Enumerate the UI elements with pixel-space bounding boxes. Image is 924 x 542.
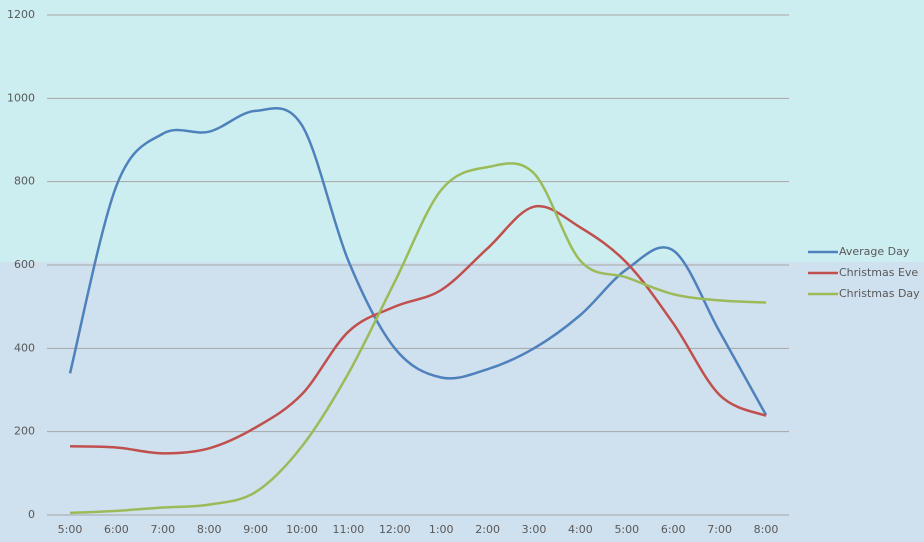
x-tick-label: 10:00 xyxy=(286,523,318,536)
y-tick-label: 1000 xyxy=(7,91,35,104)
x-tick-label: 6:00 xyxy=(104,523,129,536)
y-tick-label: 200 xyxy=(14,425,35,438)
x-tick-label: 1:00 xyxy=(429,523,454,536)
series-line xyxy=(68,107,768,416)
y-tick-label: 400 xyxy=(14,341,35,354)
background-bottom xyxy=(0,262,924,542)
series-line xyxy=(69,204,767,455)
x-tick-label: 7:00 xyxy=(707,523,732,536)
y-tick-label: 800 xyxy=(14,175,35,188)
y-tick-label: 0 xyxy=(28,508,35,521)
x-tick-label: 8:00 xyxy=(197,523,222,536)
x-tick-label: 4:00 xyxy=(568,523,593,536)
x-tick-label: 3:00 xyxy=(522,523,547,536)
y-tick-label: 1200 xyxy=(7,8,35,21)
legend-label: Christmas Day xyxy=(839,287,920,300)
x-tick-label: 6:00 xyxy=(661,523,686,536)
series-line xyxy=(69,162,767,515)
x-tick-label: 12:00 xyxy=(379,523,411,536)
x-tick-label: 11:00 xyxy=(333,523,365,536)
x-tick-label: 7:00 xyxy=(150,523,175,536)
x-tick-label: 5:00 xyxy=(58,523,83,536)
legend-label: Average Day xyxy=(839,245,910,258)
x-tick-label: 8:00 xyxy=(754,523,779,536)
x-tick-label: 9:00 xyxy=(243,523,268,536)
legend-label: Christmas Eve xyxy=(839,266,918,279)
x-tick-label: 5:00 xyxy=(614,523,639,536)
background-top xyxy=(0,0,924,262)
y-tick-label: 600 xyxy=(14,258,35,271)
x-tick-label: 2:00 xyxy=(475,523,500,536)
